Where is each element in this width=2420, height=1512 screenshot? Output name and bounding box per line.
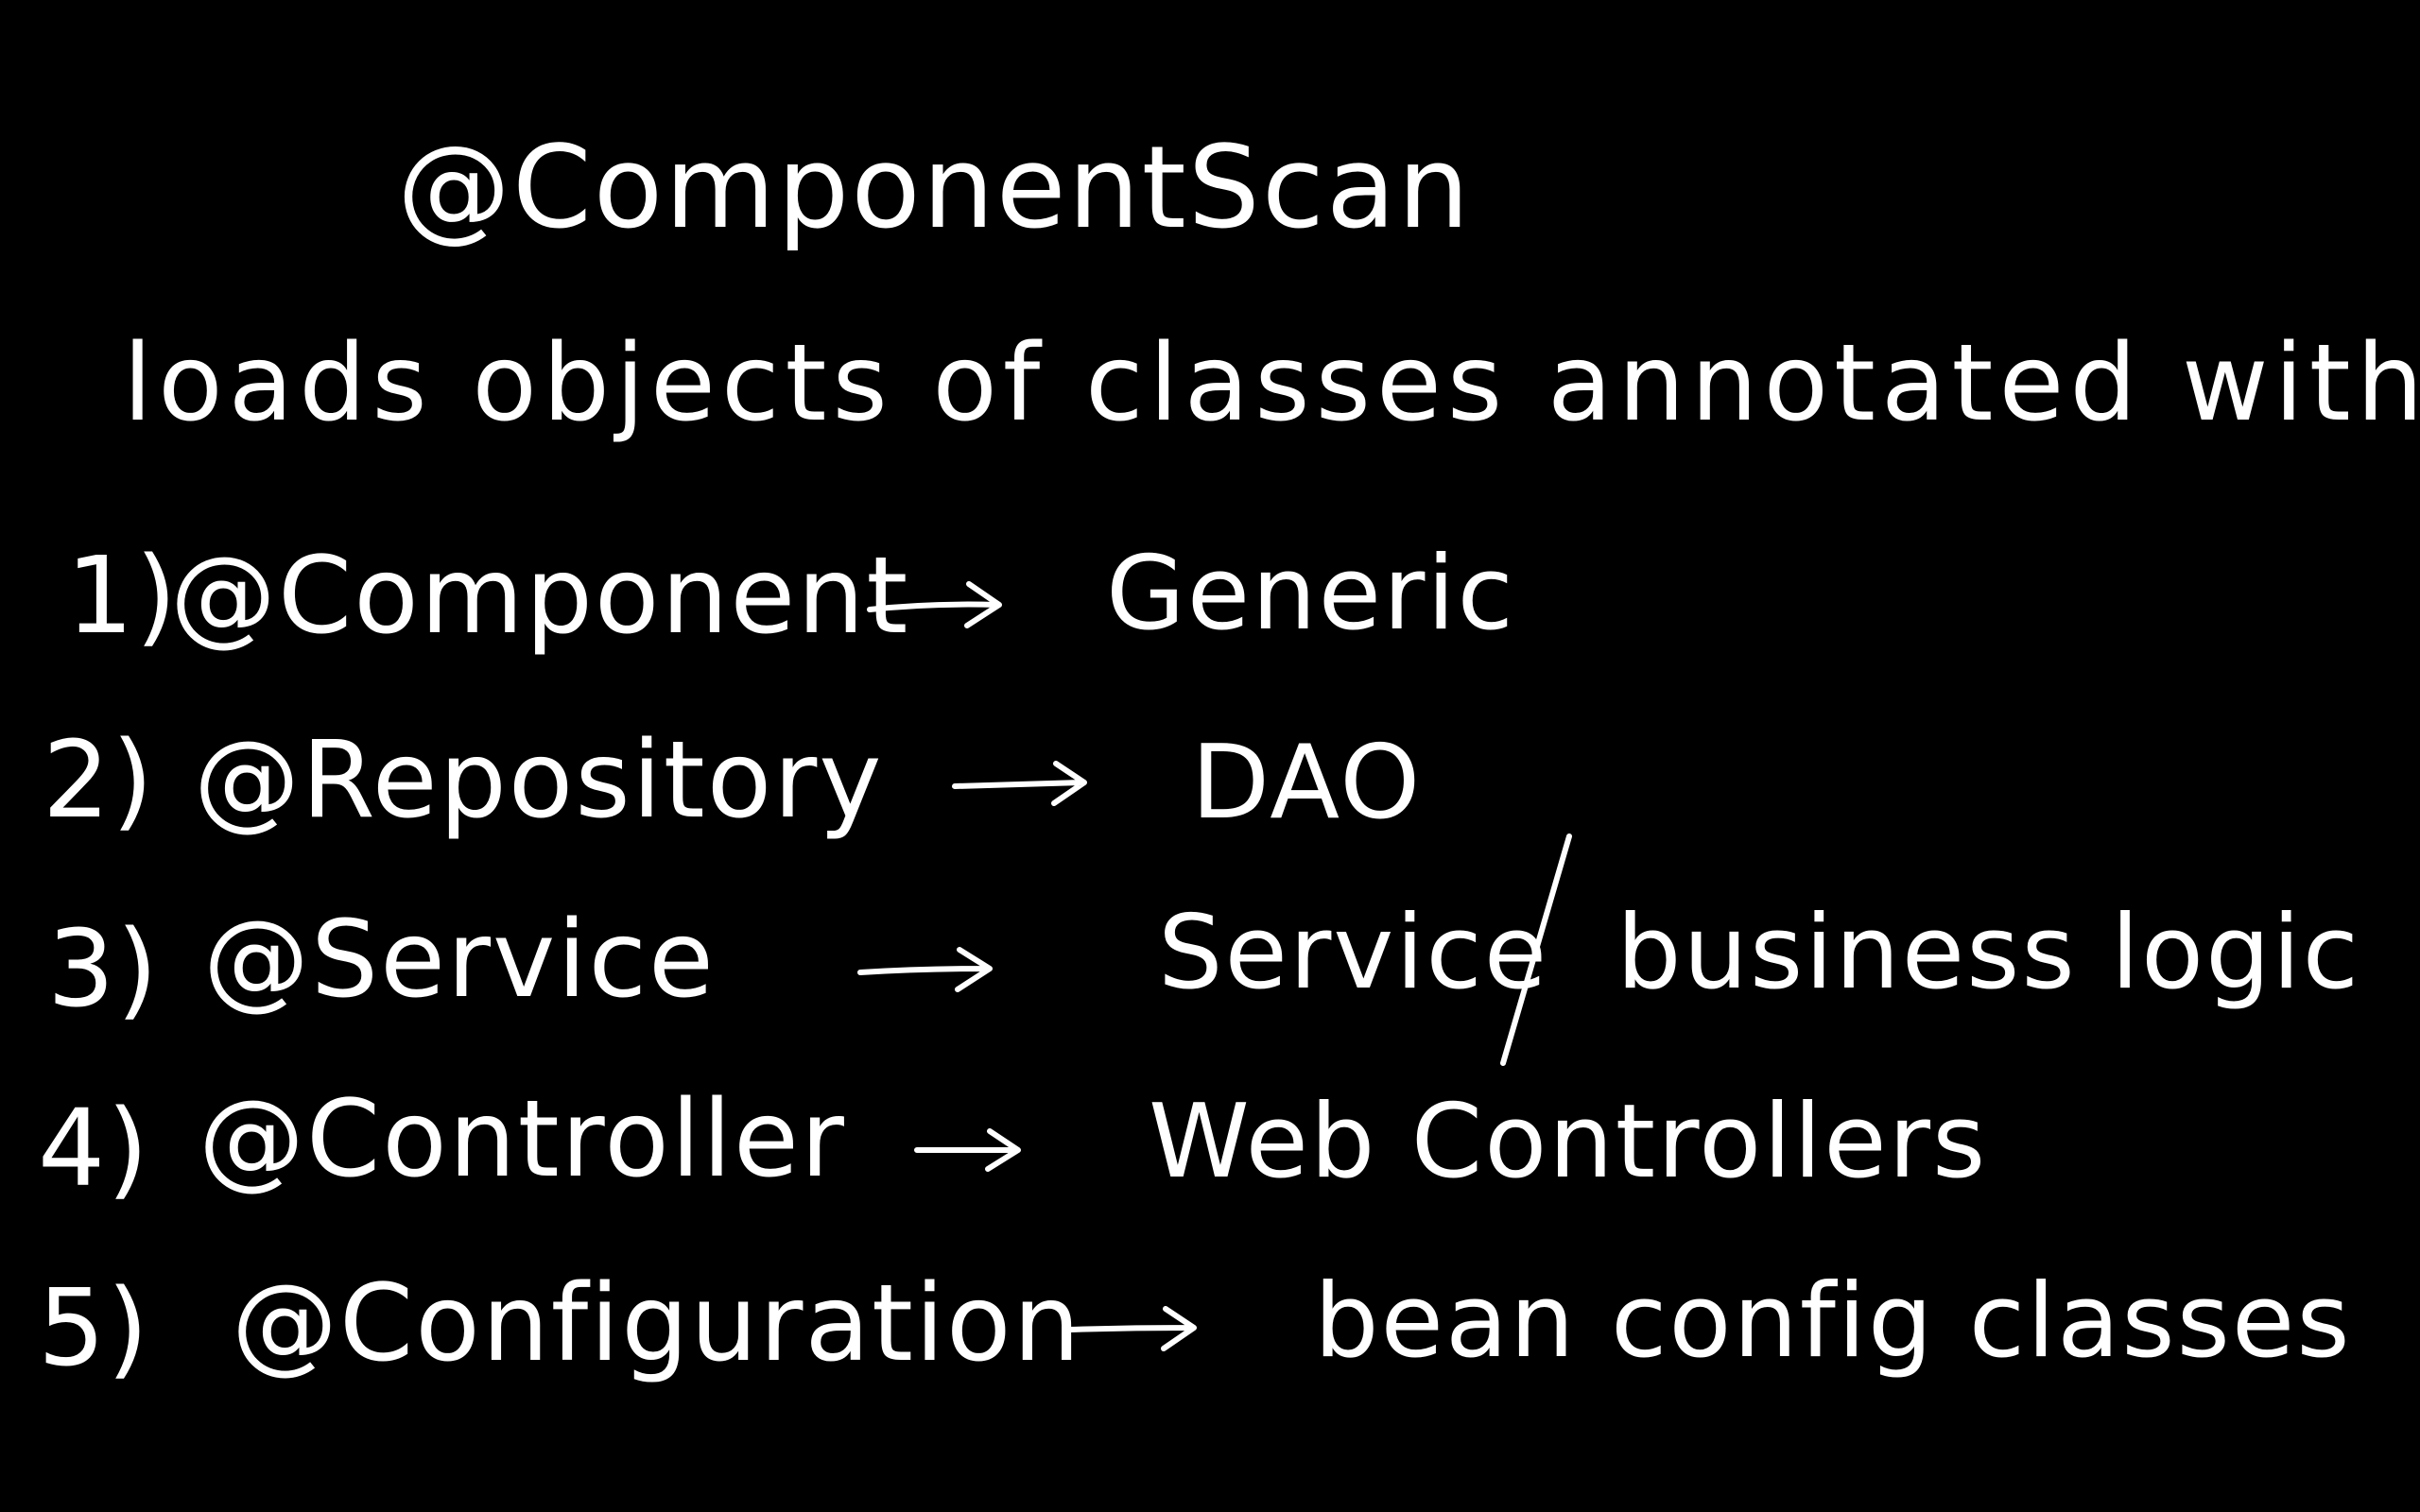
list-item: 4) @Controller Web Controllers	[0, 1077, 2420, 1228]
subheading: loads objects of classes annotated with:	[123, 322, 2420, 445]
list-item: 3) @Service Service business logic	[0, 833, 2420, 1066]
right-arrow-icon	[952, 761, 1087, 806]
item-number: 3)	[47, 908, 160, 1031]
right-arrow-icon	[867, 581, 1002, 628]
item-description: DAO	[1191, 724, 1423, 842]
item-annotation: @Component	[170, 535, 910, 658]
slash-stroke	[1500, 833, 1572, 1066]
item-description-primary: Service	[1158, 894, 1549, 1012]
item-annotation: @Controller	[199, 1078, 846, 1201]
heading: @ComponentScan	[397, 123, 1472, 254]
item-description: Generic	[1106, 535, 1515, 653]
right-arrow-icon	[1065, 1306, 1197, 1351]
list-item: 2) @Repository DAO	[0, 709, 2420, 860]
item-description: Web Controllers	[1149, 1083, 1988, 1201]
list-item: 5) @Configuration bean config classes	[0, 1257, 2420, 1408]
item-number: 1)	[66, 535, 179, 658]
item-annotation: @Configuration	[232, 1263, 1082, 1385]
right-arrow-icon	[857, 947, 993, 992]
list-item: 1) @Component Generic	[0, 524, 2420, 676]
item-description: bean config classes	[1314, 1263, 2352, 1381]
item-number: 5)	[38, 1267, 150, 1390]
item-annotation: @Repository	[194, 719, 884, 842]
item-number: 4)	[38, 1088, 150, 1211]
item-number: 2)	[43, 719, 155, 842]
item-description-secondary: business logic	[1616, 894, 2361, 1012]
right-arrow-icon	[914, 1128, 1021, 1172]
item-annotation: @Service	[203, 899, 716, 1022]
